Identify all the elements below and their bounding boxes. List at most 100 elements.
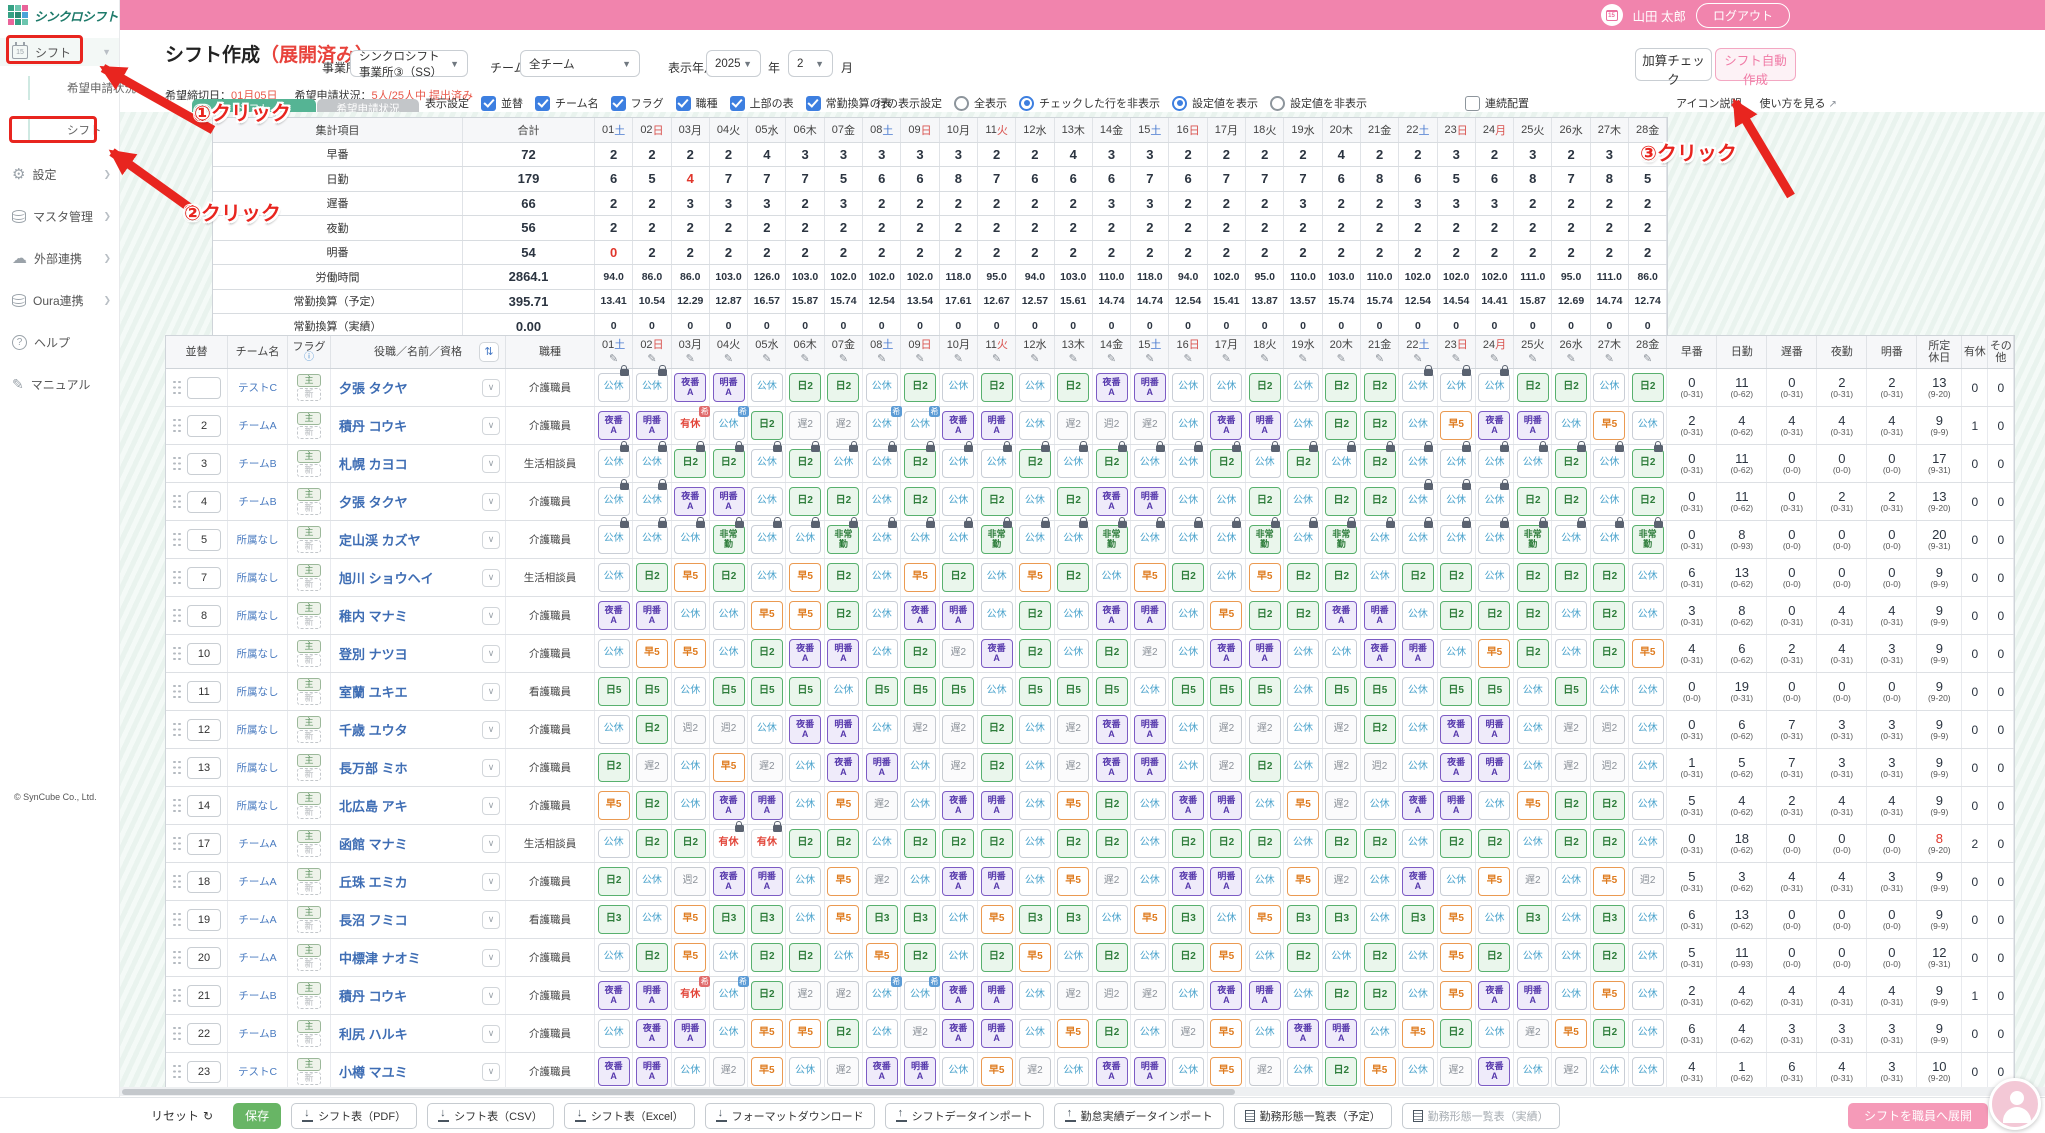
shift-badge[interactable]: 遅2 (1133, 639, 1166, 668)
shift-badge[interactable]: 早5 (1248, 905, 1281, 934)
shift-badge[interactable]: 早5 (827, 791, 860, 820)
shift-badge[interactable]: 公休希 (904, 976, 941, 1010)
shift-badge[interactable]: 日2 (1593, 829, 1626, 858)
shift-badge[interactable]: 公休 (1095, 563, 1128, 592)
checkbox-2[interactable] (610, 95, 626, 111)
shift-badge[interactable]: 日2 (597, 867, 630, 896)
shift-badge[interactable]: 公休 (674, 791, 707, 820)
shift-badge[interactable]: 公休 (1516, 753, 1549, 782)
sort-number-input[interactable] (187, 642, 221, 665)
checkbox-4[interactable] (729, 95, 745, 111)
shift-badge[interactable]: 日2 (1286, 563, 1319, 592)
shift-badge[interactable]: 公休 (865, 829, 898, 858)
shift-badge[interactable]: 明番 A (1133, 715, 1166, 744)
pencil-icon[interactable]: ✎ (1260, 352, 1270, 365)
shift-badge[interactable]: 日2 (942, 563, 975, 592)
shift-badge[interactable]: 夜番 A (597, 1057, 630, 1086)
shift-badge[interactable]: 日2 (1325, 487, 1358, 516)
deploy-shift-button[interactable]: シフトを職員へ展開 (1847, 1102, 1988, 1129)
shift-badge[interactable]: 夜番 A (712, 791, 745, 820)
shift-badge[interactable]: 日5 (1095, 677, 1128, 706)
shift-badge[interactable]: 公休希 (712, 406, 749, 440)
pencil-icon[interactable]: ✎ (915, 352, 925, 365)
shift-badge[interactable]: 早5 (1210, 601, 1243, 630)
shift-badge[interactable]: 公休 (750, 715, 783, 744)
shift-badge[interactable]: 公休 (1555, 517, 1588, 554)
shift-badge[interactable]: 日2 (1286, 441, 1319, 478)
shift-badge[interactable]: 公休 (1593, 517, 1626, 554)
shift-badge[interactable]: 公休 (1516, 677, 1549, 706)
pencil-icon[interactable]: ✎ (1528, 352, 1538, 365)
shift-badge[interactable]: 公休 (1401, 411, 1434, 440)
shift-badge[interactable]: 公休 (1363, 905, 1396, 934)
shift-badge[interactable]: 公休 (827, 943, 860, 972)
shift-badge[interactable]: 公休 (674, 601, 707, 630)
shift-badge[interactable]: 公休 (1478, 479, 1511, 516)
shift-badge[interactable]: 遅2 (1325, 753, 1358, 782)
shift-badge[interactable]: 公休 (1172, 517, 1205, 554)
shift-badge[interactable]: 公休 (1555, 867, 1588, 896)
shift-badge[interactable]: 早5 (1018, 943, 1051, 972)
shift-badge[interactable]: 夜番 A (674, 487, 707, 516)
year-select[interactable]: 2025 ▼ (706, 50, 761, 77)
shift-badge[interactable]: 公休 (904, 753, 937, 782)
shift-badge[interactable]: 日2 (789, 487, 822, 516)
pencil-icon[interactable]: ✎ (1413, 352, 1423, 365)
shift-badge[interactable]: 遅2 (712, 1057, 745, 1086)
shift-badge[interactable]: 日2 (789, 373, 822, 402)
shift-badge[interactable]: 公休 (1516, 943, 1549, 972)
shift-badge[interactable]: 日5 (1210, 677, 1243, 706)
shift-badge[interactable]: 公休 (1555, 601, 1588, 630)
shift-badge[interactable]: 日2 (827, 829, 860, 858)
pencil-icon[interactable]: ✎ (762, 352, 772, 365)
shift-badge[interactable]: 夜番 A (827, 753, 860, 782)
shift-badge[interactable]: 公休 (789, 1057, 822, 1086)
shift-badge[interactable]: 早5 (904, 563, 937, 592)
shift-badge[interactable]: 公休 (1018, 517, 1051, 554)
shift-badge[interactable]: 早5 (750, 1019, 783, 1048)
shift-badge[interactable]: 夜番 A (635, 1019, 668, 1048)
shift-badge[interactable]: 公休 (1133, 791, 1166, 820)
shift-badge[interactable]: 遅2 (1172, 1019, 1205, 1048)
shift-badge[interactable]: 明番 A (1248, 639, 1281, 668)
shift-badge[interactable]: 日2 (1057, 487, 1090, 516)
shift-badge[interactable]: 早5 (1440, 943, 1473, 972)
shift-badge[interactable]: 日2 (1248, 601, 1281, 630)
shift-badge[interactable]: 公休 (1095, 905, 1128, 934)
shift-badge[interactable]: 公休 (1363, 517, 1396, 554)
shift-badge[interactable]: 日5 (865, 677, 898, 706)
shift-badge[interactable]: 公休 (865, 601, 898, 630)
shift-badge[interactable]: 公休 (597, 639, 630, 668)
shift-badge[interactable]: 公休 (1172, 981, 1205, 1010)
pencil-icon[interactable]: ✎ (1030, 352, 1040, 365)
sort-number-input[interactable] (187, 946, 221, 969)
shift-badge[interactable]: 明番 A (1248, 411, 1281, 440)
shift-badge[interactable]: 夜番 A (1401, 791, 1434, 820)
shift-badge[interactable]: 公休 (1018, 867, 1051, 896)
shift-badge[interactable]: 遅2 (827, 981, 860, 1010)
shift-badge[interactable]: 公休 (1516, 715, 1549, 744)
shift-badge[interactable]: 早5 (1248, 563, 1281, 592)
shift-badge[interactable]: 公休 (980, 563, 1013, 592)
shift-badge[interactable]: 週2 (1593, 715, 1626, 744)
shift-badge[interactable]: 日2 (1095, 441, 1128, 478)
pencil-icon[interactable]: ✎ (609, 352, 619, 365)
shift-badge[interactable]: 公休 (1248, 1019, 1281, 1048)
shift-badge[interactable]: 公休 (1018, 411, 1051, 440)
shift-badge[interactable]: 公休 (865, 1019, 898, 1048)
shift-badge[interactable]: 明番 A (827, 715, 860, 744)
shift-badge[interactable]: 日2 (1018, 441, 1051, 478)
shift-badge[interactable]: 夜番 A (597, 981, 630, 1010)
shift-badge[interactable]: 日2 (789, 829, 822, 858)
shift-badge[interactable]: 明番 A (980, 867, 1013, 896)
shift-badge[interactable]: 夜番 A (1095, 753, 1128, 782)
shift-badge[interactable]: 日2 (1516, 563, 1549, 592)
shift-badge[interactable]: 公休 (674, 753, 707, 782)
pencil-icon[interactable]: ✎ (1298, 352, 1308, 365)
shift-badge[interactable]: 有休 (750, 821, 783, 858)
shift-badge[interactable]: 公休 (1133, 943, 1166, 972)
shift-badge[interactable]: 公休 (865, 563, 898, 592)
shift-badge[interactable]: 早5 (1057, 791, 1090, 820)
shift-badge[interactable]: 明番 A (1133, 1057, 1166, 1086)
shift-badge[interactable]: 公休 (1555, 905, 1588, 934)
